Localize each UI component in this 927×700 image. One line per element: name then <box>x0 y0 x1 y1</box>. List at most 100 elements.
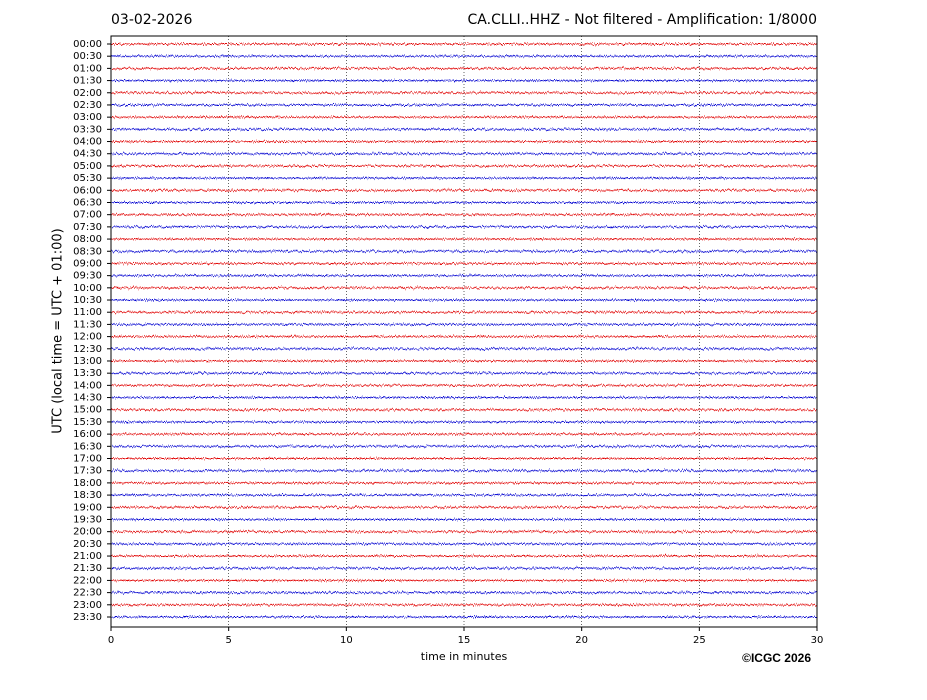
trace <box>111 470 817 472</box>
y-tick-label: 12:00 <box>73 332 102 343</box>
trace <box>111 238 817 240</box>
trace <box>111 409 817 411</box>
trace <box>111 165 817 167</box>
date: 03-02-2026 <box>111 12 192 28</box>
y-tick-label: 13:30 <box>73 368 102 379</box>
y-tick-label: 20:00 <box>73 527 102 538</box>
y-tick-label: 10:00 <box>73 283 102 294</box>
y-tick-label: 08:30 <box>73 246 102 257</box>
y-tick-label: 11:00 <box>73 307 102 318</box>
trace <box>111 92 817 94</box>
trace <box>111 567 817 569</box>
trace <box>111 80 817 82</box>
trace <box>111 518 817 520</box>
trace <box>111 67 817 69</box>
x-tick-label: 15 <box>458 635 471 646</box>
y-tick-label: 17:30 <box>73 466 102 477</box>
trace <box>111 372 817 374</box>
trace <box>111 226 817 228</box>
trace <box>111 494 817 496</box>
y-tick-label: 06:30 <box>73 197 102 208</box>
x-tick-label: 30 <box>811 635 824 646</box>
y-tick-label: 13:00 <box>73 356 102 367</box>
trace <box>111 397 817 399</box>
y-tick-label: 04:30 <box>73 149 102 160</box>
trace <box>111 592 817 594</box>
x-tick-label: 0 <box>108 635 114 646</box>
trace <box>111 262 817 264</box>
trace <box>111 275 817 277</box>
y-tick-label: 08:00 <box>73 234 102 245</box>
trace <box>111 445 817 447</box>
y-tick-label: 14:00 <box>73 380 102 391</box>
y-tick-label: 12:30 <box>73 344 102 355</box>
x-tick-label: 25 <box>693 635 706 646</box>
trace <box>111 201 817 203</box>
plot-area <box>111 36 817 627</box>
x-tick-label: 20 <box>575 635 588 646</box>
trace <box>111 579 817 581</box>
trace <box>111 506 817 508</box>
y-tick-label: 03:30 <box>73 124 102 135</box>
chart-title: CA.CLLI..HHZ - Not filtered - Amplificat… <box>468 12 817 28</box>
y-tick-label: 01:30 <box>73 76 102 87</box>
trace <box>111 421 817 423</box>
trace <box>111 360 817 362</box>
y-tick-label: 07:30 <box>73 222 102 233</box>
y-tick-label: 06:00 <box>73 185 102 196</box>
y-tick-label: 14:30 <box>73 393 102 404</box>
trace <box>111 482 817 484</box>
trace <box>111 116 817 118</box>
trace <box>111 177 817 179</box>
trace <box>111 384 817 386</box>
y-tick-label: 09:30 <box>73 271 102 282</box>
trace <box>111 214 817 216</box>
y-tick-label: 16:30 <box>73 441 102 452</box>
y-tick-label: 02:30 <box>73 100 102 111</box>
trace <box>111 311 817 313</box>
x-axis-label: time in minutes <box>421 650 508 663</box>
y-tick-label: 00:00 <box>73 39 102 50</box>
trace <box>111 433 817 435</box>
copyright: ©ICGC 2026 <box>742 651 811 665</box>
trace <box>111 43 817 45</box>
y-tick-label: 22:00 <box>73 575 102 586</box>
y-tick-label: 15:00 <box>73 405 102 416</box>
y-tick-label: 22:30 <box>73 588 102 599</box>
y-tick-label: 04:00 <box>73 137 102 148</box>
y-tick-label: 21:00 <box>73 551 102 562</box>
y-tick-label: 09:00 <box>73 258 102 269</box>
trace <box>111 604 817 606</box>
y-tick-label: 16:00 <box>73 429 102 440</box>
y-tick-label: 23:30 <box>73 612 102 623</box>
y-tick-label: 21:30 <box>73 563 102 574</box>
trace <box>111 153 817 155</box>
y-tick-label: 15:30 <box>73 417 102 428</box>
trace <box>111 555 817 557</box>
y-tick-label: 05:30 <box>73 173 102 184</box>
trace <box>111 189 817 191</box>
y-tick-label: 23:00 <box>73 600 102 611</box>
y-tick-label: 05:00 <box>73 161 102 172</box>
y-tick-label: 07:00 <box>73 210 102 221</box>
trace <box>111 250 817 252</box>
y-tick-label: 18:30 <box>73 490 102 501</box>
trace <box>111 287 817 289</box>
y-tick-label: 19:00 <box>73 502 102 513</box>
trace <box>111 348 817 350</box>
y-tick-label: 01:00 <box>73 63 102 74</box>
y-tick-label: 19:30 <box>73 514 102 525</box>
y-axis-label: UTC (local time = UTC + 01:00) <box>51 228 66 433</box>
trace <box>111 531 817 533</box>
y-tick-label: 03:00 <box>73 112 102 123</box>
trace <box>111 458 817 460</box>
x-tick-label: 10 <box>340 635 353 646</box>
y-tick-label: 00:30 <box>73 51 102 62</box>
trace <box>111 543 817 545</box>
trace <box>111 299 817 301</box>
trace <box>111 323 817 325</box>
y-tick-label: 18:00 <box>73 478 102 489</box>
y-tick-label: 10:30 <box>73 295 102 306</box>
